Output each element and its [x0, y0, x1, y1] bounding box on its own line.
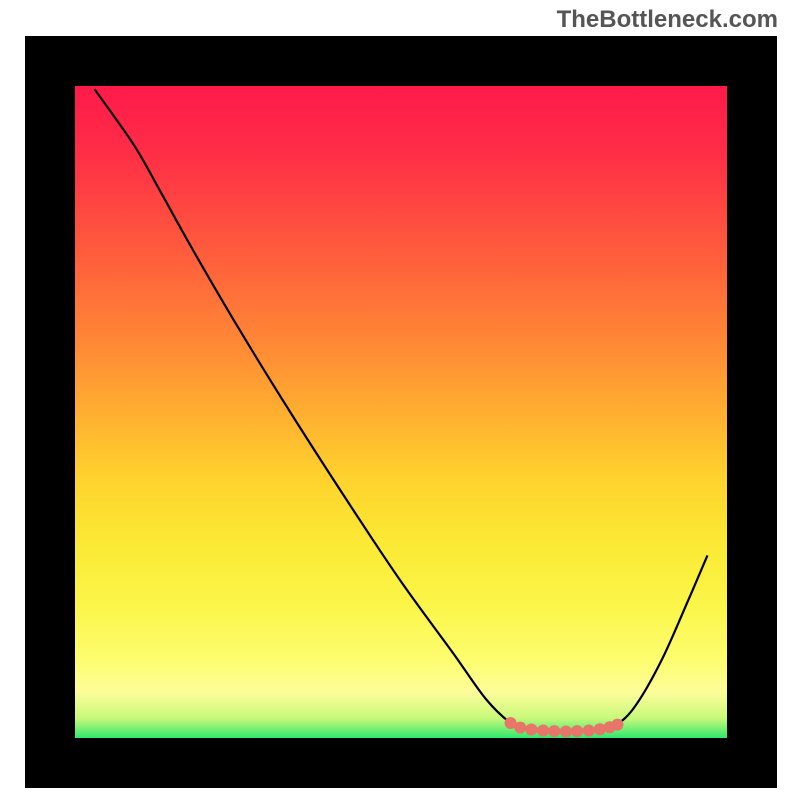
- optimal-point-marker: [571, 725, 583, 737]
- chart-gradient-background: [75, 86, 727, 738]
- chart-container: TheBottleneck.com: [0, 0, 800, 800]
- optimal-point-marker: [548, 725, 560, 737]
- watermark-text: TheBottleneck.com: [557, 6, 778, 34]
- optimal-point-marker: [611, 719, 623, 731]
- optimal-point-marker: [525, 724, 537, 736]
- optimal-point-marker: [514, 722, 526, 734]
- optimal-point-marker: [583, 725, 595, 737]
- optimal-point-marker: [560, 725, 572, 737]
- bottleneck-curve-chart: [0, 0, 800, 800]
- optimal-point-marker: [537, 725, 549, 737]
